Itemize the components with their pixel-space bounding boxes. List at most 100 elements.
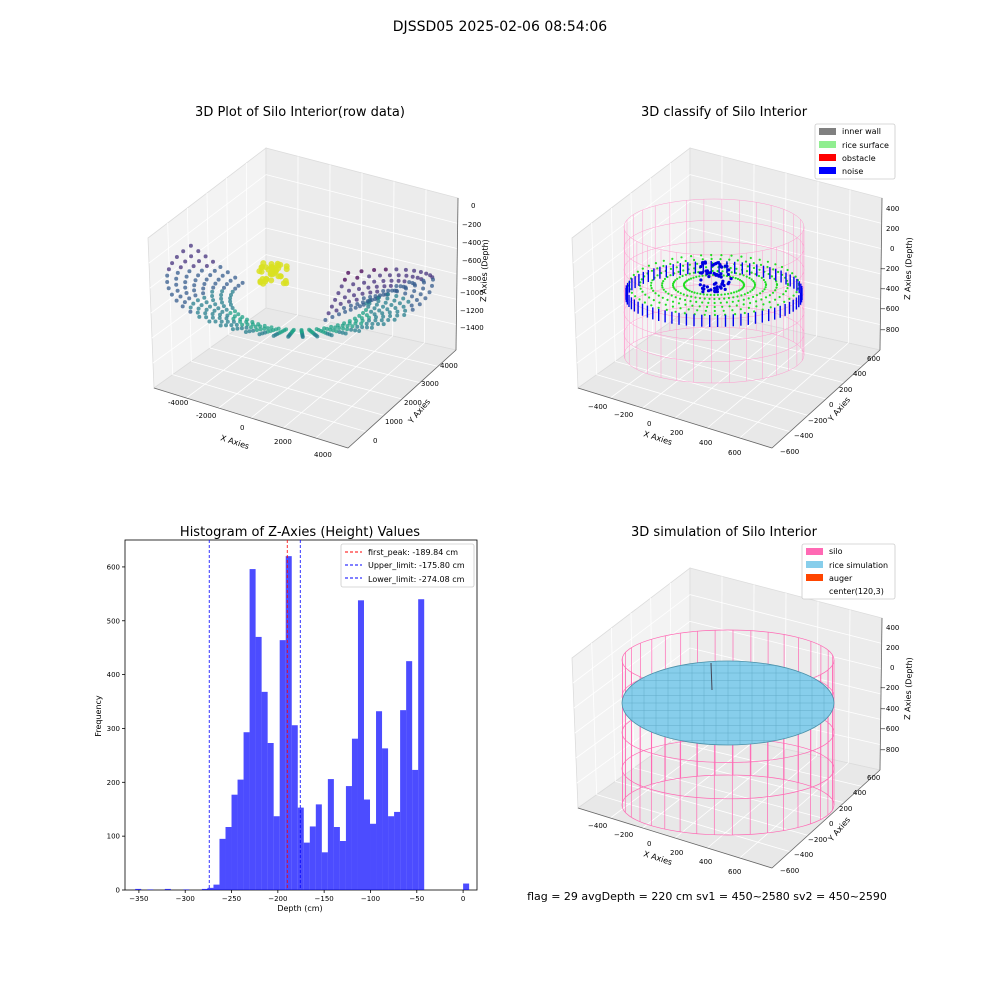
raw-point [229,323,234,328]
raw-z-tick: −1000 [460,289,484,297]
classify-point-rice [735,304,738,307]
classify-point-rice [742,303,745,306]
raw-point [395,313,400,318]
raw-point [243,330,248,334]
classify-point-rice [677,290,680,293]
raw-point [184,274,189,279]
raw-point [204,315,209,320]
classify-point-rice [684,303,687,306]
classify-x-tick: −400 [588,403,607,411]
histogram-bar [309,826,316,890]
raw-point [367,274,372,279]
raw-point [392,317,397,322]
classify-point-rice [709,293,712,296]
histogram-bar [255,636,262,890]
classify-point-rice [672,285,675,289]
raw-point [346,270,351,275]
raw-point [183,280,188,285]
classify-point-rice [636,270,639,273]
raw-point [347,299,351,304]
classify-point-rice [716,270,719,273]
classify-point-rice [791,272,794,275]
raw-point [258,327,263,332]
classify-point-rice [745,275,748,278]
raw-point [203,254,208,259]
classify-point-rice [713,301,716,305]
classify-point-noise [715,285,719,289]
raw-point [231,316,236,321]
classify-point-rice [674,296,677,299]
classify-point-rice [676,261,679,264]
raw-point [201,291,206,296]
raw-point [348,303,353,308]
raw-point [323,318,328,322]
raw-point [250,322,255,327]
classify-y-tick: 600 [867,355,880,363]
histogram-bar [339,841,346,890]
raw-point [362,280,367,285]
raw-point [220,309,225,314]
classify-point-rice [682,264,685,267]
histogram-bar [370,823,377,890]
raw-plot-title: 3D Plot of Silo Interior(row data) [195,105,405,120]
classify-point-rice [713,297,716,301]
classify-point-rice [746,265,750,268]
histogram-bar [327,779,334,890]
classify-point-rice [728,305,731,308]
histogram-x-tick-label: −300 [176,895,195,903]
classify-point-rice [721,305,724,308]
classify-point-rice [696,262,699,265]
classify-point-rice [676,277,679,280]
classify-point-rice [727,296,731,300]
raw-point [388,283,393,288]
raw-point [345,327,350,332]
classify-point-rice [747,306,751,309]
raw-point [233,309,237,314]
raw-point [217,316,222,320]
classify-point-rice [735,267,738,270]
raw-point [224,316,229,321]
raw-point [330,315,335,319]
classify-point-noise [701,290,705,294]
classify-point-rice [677,302,681,305]
classify-point-rice [693,267,696,270]
histogram-bar [183,889,190,890]
raw-point [322,326,327,331]
classify-point-rice [650,287,653,290]
simulation-legend: silo rice simulation auger center(120,3) [801,543,896,600]
raw-point [387,273,392,278]
classify-point-rice [687,308,690,311]
legend-label-inner-wall: inner wall [842,127,881,136]
classify-point-rice [739,308,742,311]
raw-point [228,299,233,304]
classify-point-noise [713,290,717,294]
classify-point-rice [634,295,637,298]
classify-point-rice [737,289,740,292]
classify-point-rice [775,280,778,283]
classify-point-rice [768,294,772,297]
raw-point [236,283,241,288]
raw-point [184,291,189,295]
raw-point [199,268,204,273]
status-footer: flag = 29 avgDepth = 220 cm sv1 = 450~25… [527,890,887,903]
classify-point-rice [794,275,797,278]
classify-z-tick: −800 [880,326,899,334]
classify-point-rice [644,293,647,296]
raw-point [368,290,373,295]
simulation-z-tick: −800 [880,746,899,754]
classify-point-rice [759,292,762,295]
raw-point [366,285,371,290]
raw-point [170,261,175,266]
raw-point [388,314,393,318]
classify-point-rice [669,274,672,277]
classify-point-rice [776,303,780,306]
classify-point-rice [657,306,660,309]
classify-point-rice [729,266,732,270]
classify-point-rice [760,276,763,279]
histogram-bar [273,816,280,890]
raw-scatter-points [165,243,435,339]
legend-swatch-rice-surface [819,141,836,148]
classify-point-rice [694,296,697,299]
raw-point [406,299,411,304]
raw-point [263,275,270,282]
